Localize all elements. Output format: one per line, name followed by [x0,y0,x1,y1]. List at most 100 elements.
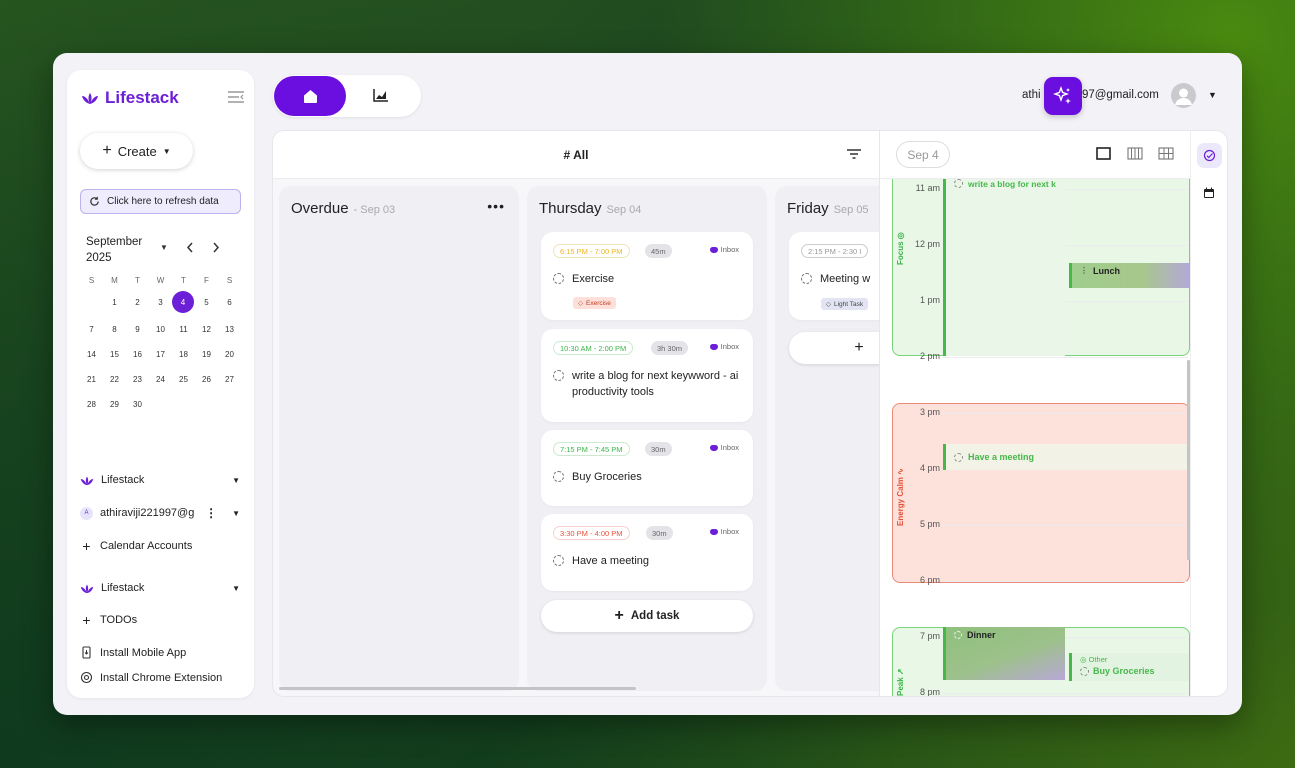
calendar-day[interactable]: 29 [110,399,119,409]
week-view-icon[interactable] [1127,147,1143,160]
add-task-button[interactable]: + [789,332,879,364]
task-checkbox[interactable] [553,370,564,381]
caret-down-icon[interactable]: ▼ [232,583,240,593]
sidebar-item-todos[interactable]: + TODOs [80,612,240,628]
caret-down-icon[interactable]: ▼ [232,475,240,485]
day-calendar-pane: Sep 4 Focus ◎ Energy Calm ∿ Peak ↗ 11 am… [880,130,1191,697]
add-task-button[interactable]: + Add task [541,600,753,632]
event-checkbox[interactable] [954,631,962,639]
task-card[interactable]: 10:30 AM - 2:00 PM 3h 30m Inbox write a … [541,329,753,422]
mini-calendar-title: September 2025 [86,234,246,266]
calendar-day[interactable]: 27 [225,374,234,384]
app-name: Lifestack [105,88,179,107]
user-menu-caret-icon[interactable]: ▼ [1208,90,1217,100]
horizontal-scrollbar[interactable] [279,687,636,690]
calendar-day[interactable]: 19 [202,349,211,359]
more-horizontal-icon[interactable]: ••• [487,198,505,214]
user-avatar[interactable] [1171,83,1196,108]
refresh-data-button[interactable]: Click here to refresh data [80,189,241,214]
calendar-icon[interactable] [1203,187,1215,199]
sidebar-item-install-mobile[interactable]: Install Mobile App [80,646,240,659]
calendar-event[interactable]: write a blog for next k [943,176,1065,356]
weekday-label: T [135,275,140,285]
event-checkbox[interactable] [1080,666,1089,676]
calendar-day[interactable]: 3 [158,297,163,307]
month-dropdown-icon[interactable]: ▼ [160,243,168,252]
task-title-text: Meeting w [820,273,871,285]
calendar-event[interactable]: Dinner [943,627,1065,680]
more-vertical-icon[interactable]: ⋮ [205,506,218,520]
task-card[interactable]: 7:15 PM - 7:45 PM 30m Inbox Buy Grocerie… [541,430,753,506]
calendar-day[interactable]: 25 [179,374,188,384]
analytics-view-icon[interactable] [373,88,389,102]
calendar-day[interactable]: 1 [112,297,117,307]
sidebar-item-label: Lifestack [101,474,145,486]
calendar-day[interactable]: 7 [89,324,94,334]
calendar-day[interactable]: 10 [156,324,165,334]
calendar-day[interactable]: 11 [179,324,188,334]
event-checkbox[interactable] [954,452,963,462]
calendar-day[interactable]: 8 [112,324,117,334]
calendar-day[interactable]: 15 [110,349,119,359]
date-picker-button[interactable]: Sep 4 [896,141,950,168]
calendar-day[interactable]: 17 [156,349,165,359]
caret-down-icon[interactable]: ▼ [232,508,240,518]
sidebar-item-install-chrome[interactable]: Install Chrome Extension [80,671,240,684]
calendar-day[interactable]: 28 [87,399,96,409]
calendar-day[interactable]: 24 [156,374,165,384]
calendar-day[interactable]: 13 [225,324,234,334]
calendar-day[interactable]: 14 [87,349,96,359]
calendar-day[interactable]: 12 [202,324,211,334]
task-title: Buy Groceries [553,469,642,485]
sidebar-item-lifestack[interactable]: Lifestack ▼ [80,474,240,486]
task-checkbox[interactable] [553,273,564,284]
task-board: # All Overdue - Sep 03 ••• Thursday Sep 04… [272,130,880,697]
event-checkbox[interactable] [954,179,963,188]
calendar-day[interactable]: 22 [110,374,119,384]
collapse-sidebar-icon[interactable] [228,90,244,104]
calendar-day[interactable]: 9 [135,324,140,334]
column-title: Thursday Sep 04 [539,200,641,217]
sidebar-item-lifestack-lists[interactable]: Lifestack ▼ [80,582,240,594]
task-card[interactable]: 6:15 PM - 7:00 PM 45m Inbox Exercise ◇ Ex… [541,232,753,320]
calendar-day[interactable]: 5 [204,297,209,307]
calendar-day[interactable]: 2 [135,297,140,307]
calendar-day[interactable]: 23 [133,374,142,384]
vertical-scrollbar[interactable] [1187,360,1190,560]
calendar-event[interactable]: Have a meeting [943,444,1189,470]
task-checkbox[interactable] [553,471,564,482]
drag-handle-icon[interactable]: ⋮ [1080,266,1088,275]
task-card[interactable]: 3:30 PM - 4:00 PM 30m Inbox Have a meeti… [541,514,753,591]
sidebar-item-calendar-accounts[interactable]: + Calendar Accounts [80,538,240,554]
task-checkbox[interactable] [801,273,812,284]
calendar-day[interactable]: 30 [133,399,142,409]
task-title: write a blog for next keywword - ai prod… [553,368,743,400]
chevron-left-icon[interactable] [186,242,194,253]
calendar-day[interactable]: 20 [225,349,234,359]
calendar-day-selected[interactable]: 4 [172,291,194,313]
calendar-event[interactable]: ◎ Other Buy Groceries [1069,653,1189,681]
lotus-icon [709,528,718,535]
event-title: Have a meeting [968,452,1035,462]
home-view-button[interactable] [274,76,346,116]
calendar-day[interactable]: 26 [202,374,211,384]
task-card[interactable]: 2:15 PM - 2:30 I Meeting w ◇ Light Task [789,232,879,320]
refresh-icon [90,196,99,206]
calendar-day[interactable]: 16 [133,349,142,359]
day-view-icon[interactable] [1096,147,1111,160]
task-checkbox[interactable] [553,555,564,566]
user-email[interactable]: athi 997@gmail.com [1022,89,1159,101]
check-circle-icon [1203,149,1216,162]
calendar-day[interactable]: 21 [87,374,96,384]
sidebar-item-account[interactable]: A athiraviji221997@g ⋮ ▼ [80,506,240,520]
month-view-icon[interactable] [1158,147,1174,160]
filter-icon[interactable] [846,148,862,160]
create-button[interactable]: + Create ▼ [80,133,193,169]
calendar-day[interactable]: 18 [179,349,188,359]
tasks-toggle-button[interactable] [1197,143,1222,168]
chevron-right-icon[interactable] [212,242,220,253]
ai-assistant-button[interactable] [1044,77,1082,115]
calendar-event[interactable]: ⋮ Lunch [1069,263,1189,288]
calendar-day[interactable]: 6 [227,297,232,307]
app-logo[interactable]: Lifestack [81,88,179,108]
